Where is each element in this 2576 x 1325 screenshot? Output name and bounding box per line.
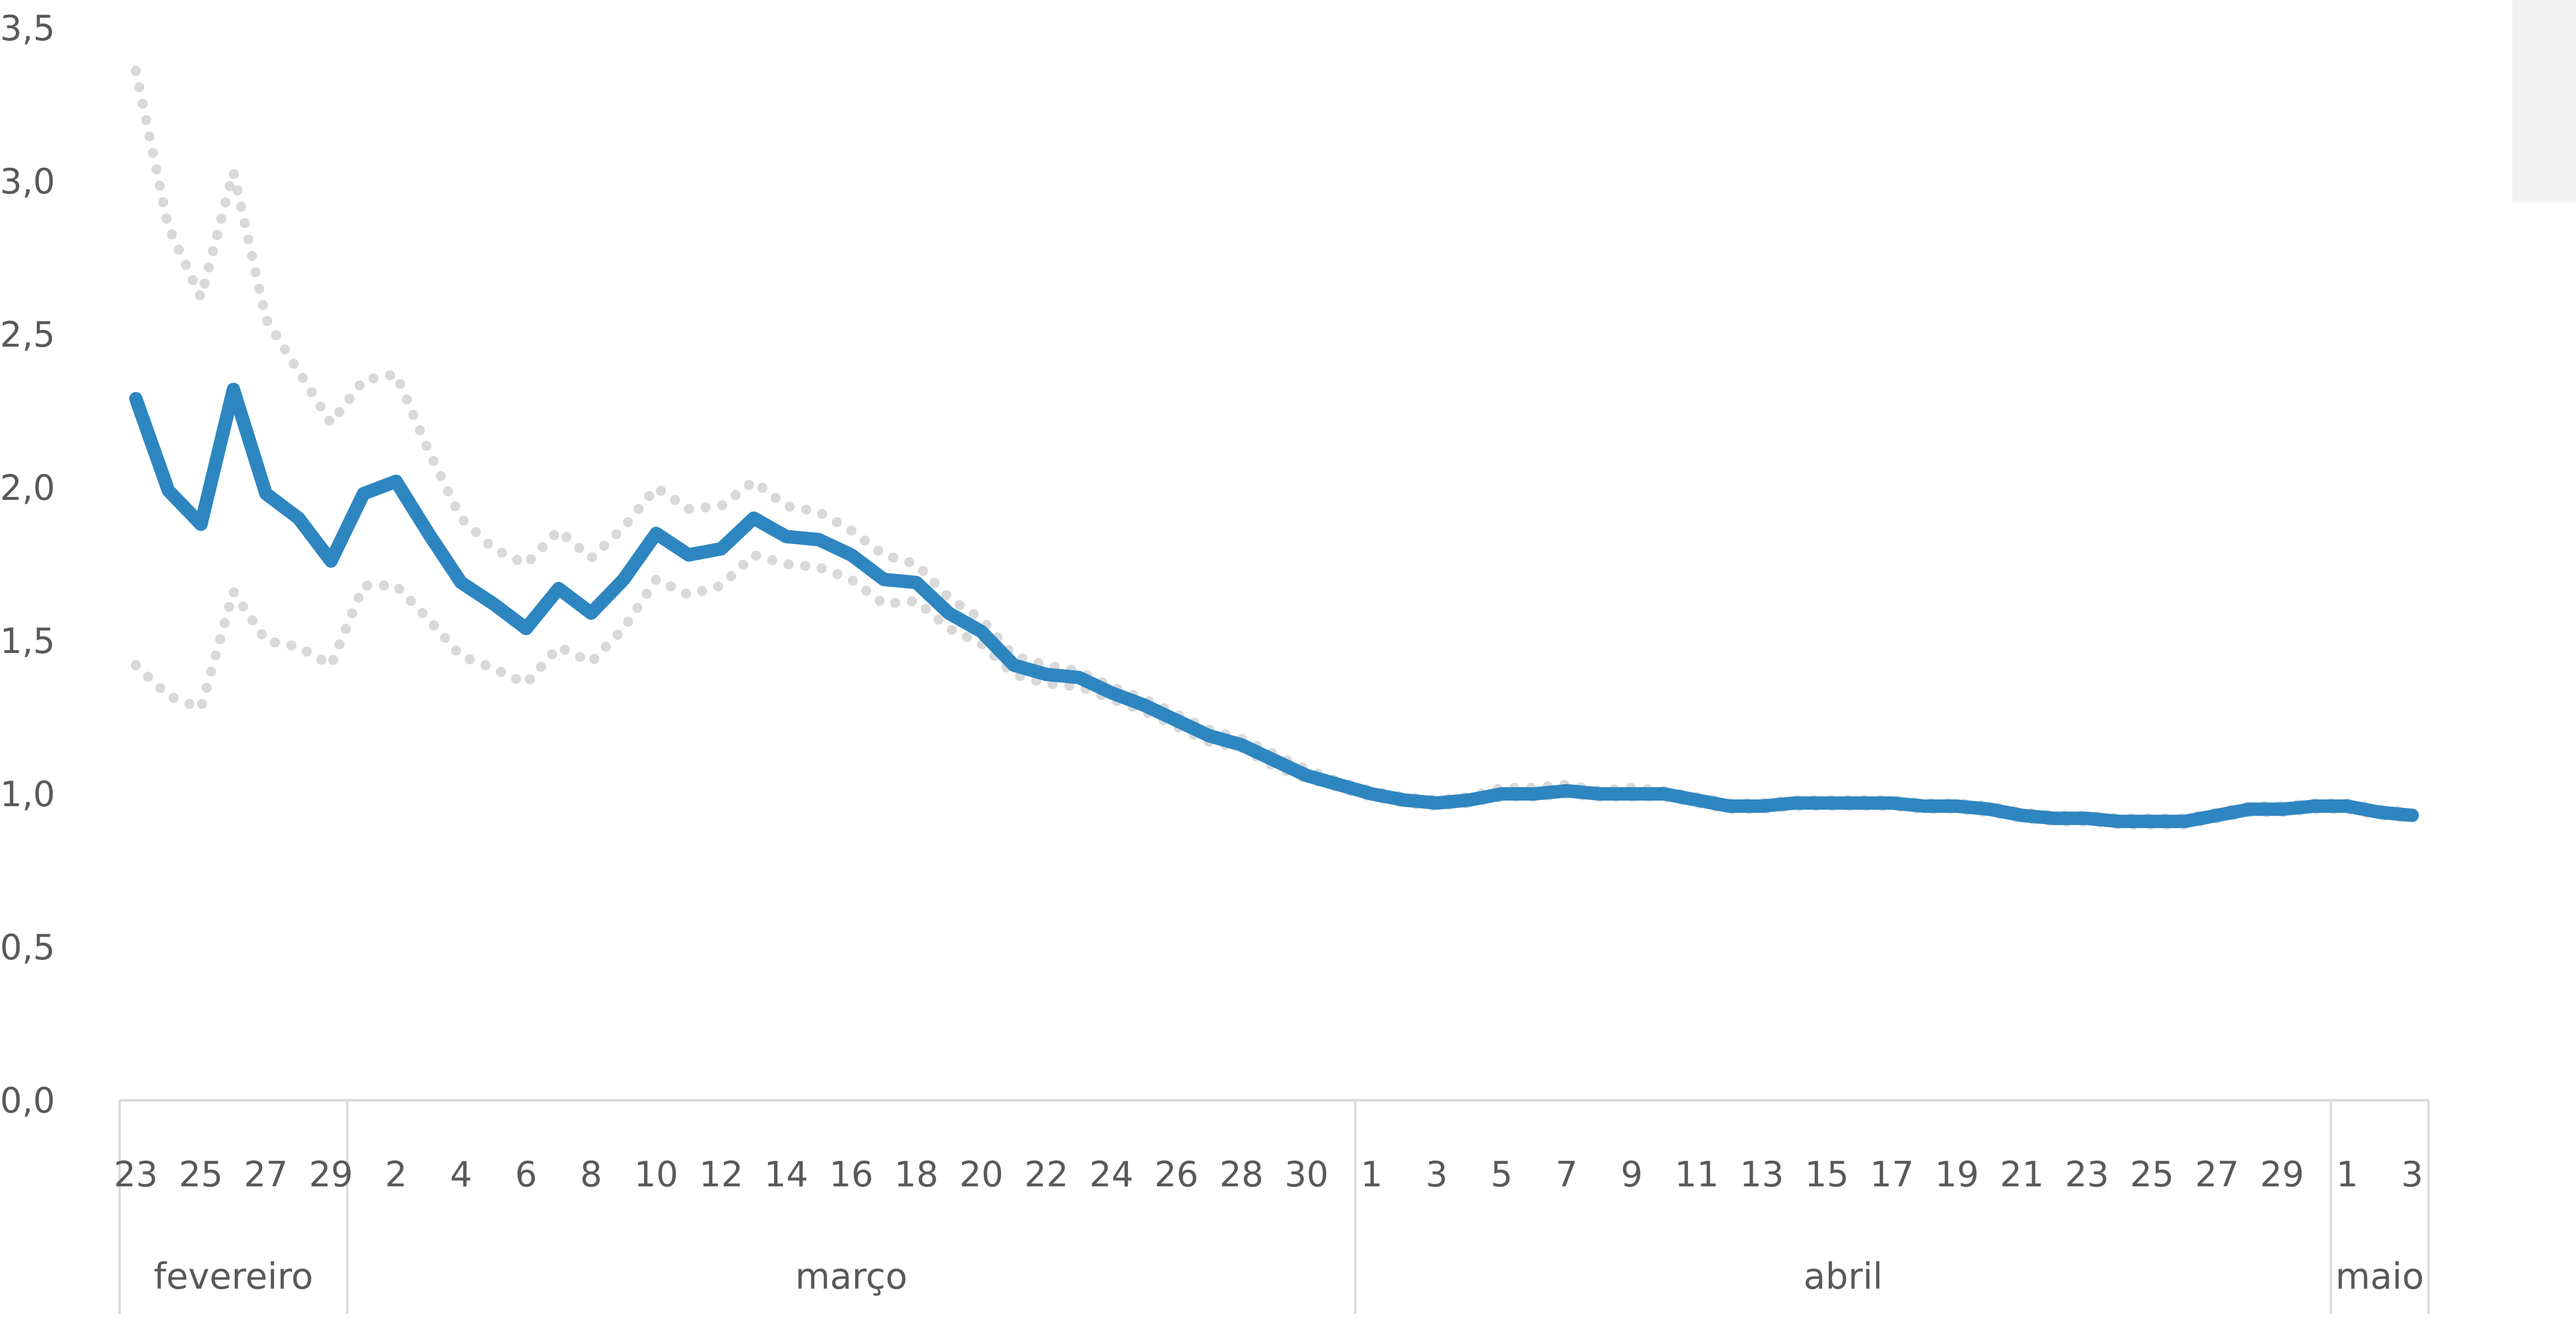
x-tick-label: 27 [244,1154,288,1195]
y-tick-label: 2,0 [0,467,55,508]
x-tick-label: 18 [894,1154,938,1195]
x-tick-label: 2 [385,1154,407,1195]
month-label: abril [1804,1256,1883,1298]
y-tick-label: 3,5 [0,8,55,49]
legend-area [2512,0,2576,202]
x-tick-label: 23 [2065,1154,2109,1195]
x-axis [118,1099,2430,1314]
x-tick-label: 4 [450,1154,472,1195]
x-tick-label: 28 [1220,1154,1264,1195]
series-line-upper [131,65,2417,824]
x-tick-label: 12 [699,1154,743,1195]
x-tick-label: 6 [515,1154,537,1195]
month-label: maio [2335,1256,2424,1298]
x-axis-tick-labels: 23 25 27 29 2 4 6 8 10 12 14 16 18 20 22 24 26 28 30 1 3 5 7 9 1… [114,1154,2423,1195]
y-tick-label: 0,0 [0,1080,55,1121]
x-tick-label: 24 [1089,1154,1133,1195]
x-tick-label: 26 [1154,1154,1198,1195]
y-tick-label: 0,5 [0,927,55,968]
x-tick-label: 3 [1426,1154,1448,1195]
month-label: fevereiro [154,1256,313,1298]
series-layer [129,65,2419,830]
x-tick-label: 13 [1740,1154,1784,1195]
x-tick-label: 5 [1491,1154,1512,1195]
x-tick-label: 22 [1024,1154,1069,1195]
x-tick-label: 17 [1870,1154,1914,1195]
x-tick-label: 21 [2000,1154,2044,1195]
x-tick-label: 9 [1621,1154,1643,1195]
x-tick-label: 10 [634,1154,679,1195]
x-tick-label: 23 [114,1154,158,1195]
x-tick-label: 14 [764,1154,808,1195]
x-tick-label: 15 [1805,1154,1849,1195]
x-tick-label: 19 [1935,1154,1979,1195]
x-tick-label: 29 [2260,1154,2304,1195]
y-tick-label: 1,5 [0,621,55,661]
x-tick-label: 1 [1360,1154,1382,1195]
y-tick-label: 3,0 [0,161,55,202]
x-tick-label: 29 [309,1154,353,1195]
x-tick-label: 25 [179,1154,223,1195]
y-tick-label: 1,0 [0,774,55,815]
x-tick-label: 30 [1284,1154,1329,1195]
x-tick-label: 20 [959,1154,1003,1195]
x-tick-label: 7 [1555,1154,1577,1195]
x-tick-label: 27 [2195,1154,2239,1195]
x-tick-label: 3 [2401,1154,2423,1195]
x-tick-label: 11 [1674,1154,1719,1195]
month-labels: fevereiro março abril maio [154,1256,2424,1298]
x-tick-label: 16 [829,1154,874,1195]
series-line-estimate [129,382,2419,829]
x-tick-label: 25 [2130,1154,2174,1195]
y-tick-label: 2,5 [0,314,55,355]
x-tick-label: 8 [580,1154,602,1195]
x-tick-label: 1 [2336,1154,2358,1195]
y-axis-tick-labels: 0,0 0,5 1,0 1,5 2,0 2,5 3,0 3,5 [0,8,55,1121]
month-label: março [795,1256,908,1298]
